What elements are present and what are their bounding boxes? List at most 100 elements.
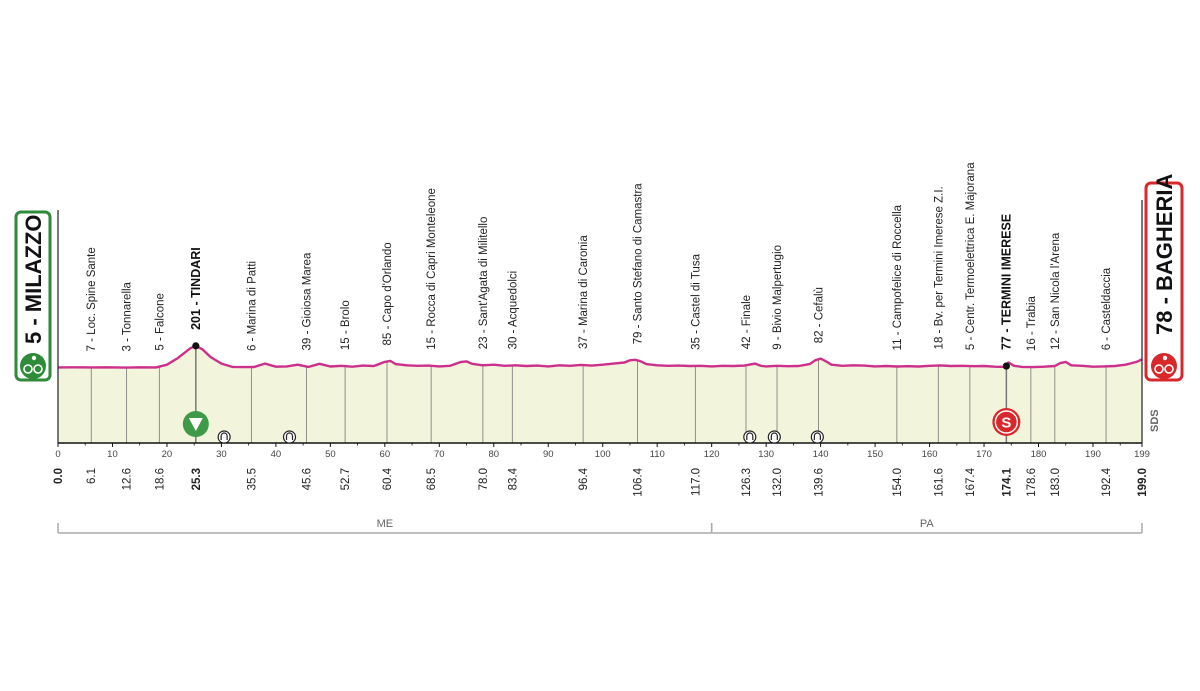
waypoint-label: 79 - Santo Stefano di Camastra xyxy=(633,183,645,345)
profile-line-layer xyxy=(57,342,1143,370)
x-tick-label: 160 xyxy=(922,449,938,460)
waypoint-label: 15 - Rocca di Capri Monteleone xyxy=(426,188,438,350)
waypoint-label: 42 - Finale xyxy=(741,295,753,349)
x-axis: 0 10 20 30 40 50 60 70 80 90 100 110 120 130 140 150 160… xyxy=(55,200,1161,460)
tunnel-arch xyxy=(285,432,294,440)
waypoint-km-label: 167.4 xyxy=(965,467,977,496)
profile-area-layer xyxy=(58,345,1142,443)
waypoint-km-label: 60.4 xyxy=(382,467,394,490)
waypoint-label: 18 - Bv. per Termini Imerese Z.I. xyxy=(933,186,945,349)
sprint-s-icon: S xyxy=(1001,415,1011,432)
x-tick-label: 40 xyxy=(271,449,282,460)
x-tick-label: 90 xyxy=(543,449,554,460)
green-triangle-icon xyxy=(188,418,203,431)
waypoint-km-label: 161.6 xyxy=(933,468,945,497)
waypoint-label: 35 - Castel di Tusa xyxy=(690,253,702,349)
sds-side-label: SDS xyxy=(1149,409,1161,432)
start-finish-badges: 5 - MILAZZO 78 - BAGHERIA xyxy=(14,174,1184,382)
waypoint-km-label: 12.6 xyxy=(122,468,134,490)
x-tick-label: 190 xyxy=(1085,449,1101,460)
waypoint-km-label: 106.4 xyxy=(633,467,645,496)
waypoint-label: 11 - Campofelice di Roccella xyxy=(892,204,904,350)
waypoint-km-label: 83.4 xyxy=(507,467,519,490)
waypoint-label: 9 - Bivio Malpertugio xyxy=(772,245,784,350)
waypoint-km-label: 154.0 xyxy=(892,468,904,497)
summit-dot xyxy=(1002,362,1010,370)
finish-km-label: 199.0 xyxy=(1137,468,1149,497)
province-brackets: ME PA xyxy=(57,518,1143,534)
waypoint-km-label: 68.5 xyxy=(426,468,438,490)
x-tick-label: 50 xyxy=(325,449,336,460)
waypoint-km-label: 192.4 xyxy=(1101,467,1113,496)
cyclist-wheel xyxy=(1164,364,1174,374)
x-tick-label: 80 xyxy=(488,449,499,460)
waypoint-label: 23 - Sant'Agata di Militello xyxy=(478,217,490,350)
waypoint-label: 201 - TINDARI xyxy=(189,247,203,330)
waypoint-label: 6 - Casteldaccia xyxy=(1101,267,1113,350)
x-tick-label: 199 xyxy=(1134,449,1150,460)
waypoint-label: 37 - Marina di Caronia xyxy=(578,235,590,349)
x-tick-label: 0 xyxy=(55,449,60,460)
waypoint-label: 82 - Cefalù xyxy=(813,287,825,343)
x-tick-label: 130 xyxy=(758,449,774,460)
tunnel-arch xyxy=(813,432,821,440)
x-tick-label: 10 xyxy=(107,449,118,460)
x-tick-label: 150 xyxy=(867,449,883,460)
finish-badge-frame xyxy=(1144,181,1184,382)
x-tick-label: 30 xyxy=(216,449,227,460)
waypoint-km-label: 78.0 xyxy=(478,468,490,490)
waypoint-label: 7 - Loc. Spine Sante xyxy=(86,247,98,351)
waypoint-km-label: 25.3 xyxy=(191,468,203,490)
waypoint-label: 85 - Capo d'Orlando xyxy=(382,242,394,345)
course-markers: S xyxy=(182,408,1021,444)
waypoint-km-label: 52.7 xyxy=(340,468,352,490)
waypoint-label: 5 - Centr. Termoelettrica E. Majorana xyxy=(965,162,977,350)
waypoint-km-label: 174.1 xyxy=(1001,467,1013,496)
sprint-inner-ring xyxy=(994,410,1019,434)
waypoint-label: 12 - San Nicola l'Arena xyxy=(1050,232,1062,350)
waypoint-km-label: 139.6 xyxy=(813,468,825,497)
x-tick-label: 60 xyxy=(380,449,391,460)
x-tick-label: 120 xyxy=(704,449,720,460)
waypoint-label: 5 - Falcone xyxy=(154,293,166,351)
profile-area xyxy=(58,345,1142,443)
waypoint-km-label: 45.6 xyxy=(301,468,313,490)
x-tick-label: 170 xyxy=(976,449,992,460)
x-tick-label: 100 xyxy=(595,449,611,460)
waypoint-label: 3 - Tonnarella xyxy=(122,281,134,351)
tunnel-arch xyxy=(746,432,754,440)
tunnel-arch xyxy=(770,432,778,440)
province-label: ME xyxy=(377,518,394,530)
waypoint-label: 16 - Trabia xyxy=(1026,295,1038,351)
x-tick-label: 110 xyxy=(650,449,665,460)
waypoint-km-label: 96.4 xyxy=(578,467,590,490)
x-tick-label: 70 xyxy=(434,449,445,460)
waypoint-km-label: 132.0 xyxy=(772,468,784,497)
cyclist-head xyxy=(1162,355,1168,361)
waypoint-km-label: 6.1 xyxy=(86,468,98,484)
waypoint-km-label: 183.0 xyxy=(1050,468,1062,497)
waypoint-drop-lines xyxy=(90,345,1107,443)
x-tick-label: 140 xyxy=(813,449,829,460)
summit-dot xyxy=(192,342,200,350)
waypoint-label: 77 - TERMINI IMERESE xyxy=(999,214,1013,350)
start-badge-frame xyxy=(14,210,52,382)
start-km-label: 0.0 xyxy=(53,468,65,484)
cyclist-icon xyxy=(23,364,33,374)
x-tick-label: 180 xyxy=(1031,449,1047,460)
cyclist-wheel xyxy=(33,364,43,374)
waypoint-label: 15 - Brolo xyxy=(340,300,352,350)
waypoint-label: 39 - Gioiosa Marea xyxy=(301,252,313,350)
waypoint-label: 6 - Marina di Patti xyxy=(246,261,258,351)
province-label: PA xyxy=(920,518,935,530)
waypoint-km-label: 126.3 xyxy=(741,468,753,497)
x-tick-label: 20 xyxy=(162,449,173,460)
waypoint-km-label: 178.6 xyxy=(1026,468,1038,497)
waypoint-km-label: 35.5 xyxy=(246,468,258,490)
waypoint-km-label: 117.0 xyxy=(690,468,702,496)
sprint-circle xyxy=(992,408,1021,436)
tunnel-arch xyxy=(220,432,228,440)
finish-label: 78 - BAGHERIA xyxy=(1152,174,1177,335)
